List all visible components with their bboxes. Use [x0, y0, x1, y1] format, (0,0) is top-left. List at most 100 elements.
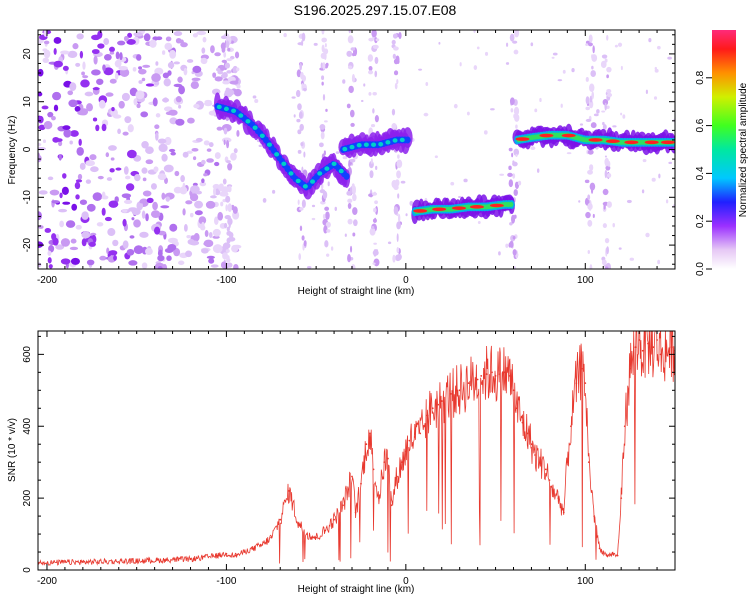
noise-stripe-speck	[324, 206, 330, 211]
noise-stripe-speck	[323, 52, 327, 60]
snr-data-point	[526, 432, 529, 435]
snr-data-point	[408, 439, 411, 442]
snr-data-point	[426, 414, 429, 417]
noise-speck	[67, 90, 74, 96]
noise-speck	[74, 181, 81, 190]
noise-stripe-speck	[350, 122, 355, 127]
ridge-core	[281, 161, 287, 167]
noise-speck	[141, 210, 146, 219]
noise-speck-faint	[562, 69, 566, 74]
noise-stripe-speck	[221, 59, 227, 63]
noise-stripe-speck	[371, 30, 377, 38]
noise-stripe-speck	[349, 158, 356, 163]
ridge-peak	[515, 137, 530, 141]
noise-speck	[69, 140, 73, 145]
noise-stripe-speck	[227, 163, 233, 171]
noise-speck	[133, 219, 141, 228]
noise-speck	[189, 185, 200, 193]
noise-speck	[72, 43, 79, 50]
snr-data-point	[580, 367, 583, 370]
snr-data-point	[557, 497, 560, 500]
noise-speck-faint	[342, 156, 348, 160]
noise-speck	[178, 85, 185, 95]
noise-stripe-speck	[396, 233, 399, 242]
noise-speck-faint	[656, 45, 661, 50]
noise-speck	[104, 216, 112, 222]
noise-stripe-speck	[391, 108, 396, 116]
noise-speck	[127, 124, 134, 133]
snr-data-point	[360, 482, 362, 485]
snr-data-point	[81, 561, 84, 563]
snr-data-point	[437, 403, 440, 406]
snr-data-point	[503, 371, 506, 374]
noise-stripe-speck	[392, 254, 396, 263]
noise-stripe-speck	[347, 35, 354, 44]
noise-stripe-speck	[320, 62, 324, 69]
noise-stripe-speck	[321, 81, 324, 86]
spectrogram-y-tick-label: 0	[22, 146, 33, 152]
noise-speck	[152, 97, 158, 107]
noise-speck	[69, 82, 77, 91]
snr-data-point	[234, 554, 237, 557]
noise-stripe-speck	[223, 139, 226, 146]
noise-speck	[111, 106, 115, 112]
noise-speck	[217, 70, 224, 75]
noise-speck-faint	[473, 65, 478, 70]
noise-speck-faint	[667, 56, 672, 60]
noise-speck	[161, 50, 166, 55]
noise-stripe-speck	[515, 124, 518, 129]
noise-speck-faint	[293, 114, 296, 118]
noise-speck-faint	[490, 108, 495, 111]
noise-speck	[210, 195, 217, 199]
ridge-peak	[561, 133, 576, 138]
snr-data-point	[351, 475, 353, 478]
noise-speck	[47, 250, 52, 256]
noise-stripe-speck	[393, 58, 399, 65]
snr-data-point	[372, 468, 375, 471]
noise-speck	[162, 97, 170, 103]
noise-speck	[108, 200, 119, 208]
noise-speck-faint	[405, 213, 408, 217]
noise-speck	[155, 36, 163, 41]
noise-stripe-speck	[396, 170, 401, 179]
noise-stripe-speck	[604, 58, 608, 63]
noise-speck	[212, 228, 221, 237]
noise-stripe-speck	[223, 51, 227, 58]
noise-speck-faint	[505, 243, 509, 248]
noise-stripe-speck	[297, 129, 302, 135]
noise-speck	[65, 220, 76, 228]
noise-speck	[125, 183, 135, 191]
noise-speck	[234, 51, 240, 59]
noise-speck-faint	[653, 96, 658, 100]
noise-speck	[155, 113, 161, 118]
noise-stripe-speck	[302, 87, 307, 92]
snr-data-point	[288, 490, 291, 492]
noise-speck	[122, 218, 127, 227]
noise-stripe-speck	[604, 238, 610, 244]
snr-data-point	[566, 461, 569, 464]
ridge-core	[349, 144, 355, 150]
noise-speck	[97, 43, 105, 49]
noise-stripe-speck	[509, 97, 515, 106]
noise-speck	[38, 142, 42, 147]
noise-speck	[151, 73, 161, 83]
noise-stripe-speck	[322, 62, 326, 70]
spectrogram-x-tick-label: 0	[403, 275, 409, 286]
noise-speck	[173, 186, 183, 194]
noise-speck	[189, 193, 199, 202]
noise-stripe-speck	[592, 213, 595, 218]
noise-speck	[232, 65, 238, 74]
noise-stripe-speck	[325, 221, 331, 228]
noise-speck-faint	[360, 99, 364, 103]
noise-speck	[170, 151, 176, 156]
ridge-peak	[451, 206, 466, 210]
noise-speck	[88, 241, 96, 247]
noise-speck	[60, 238, 70, 247]
snr-data-point	[491, 371, 493, 374]
noise-stripe-speck	[592, 45, 595, 54]
noise-speck	[118, 65, 128, 71]
noise-stripe-speck	[587, 194, 591, 201]
noise-speck	[89, 154, 97, 161]
noise-speck-faint	[373, 249, 379, 252]
noise-speck-faint	[552, 52, 558, 56]
